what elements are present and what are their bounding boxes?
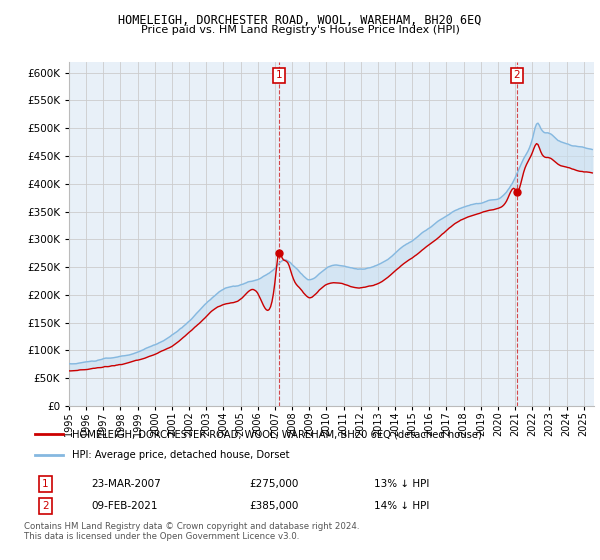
Text: Price paid vs. HM Land Registry's House Price Index (HPI): Price paid vs. HM Land Registry's House …	[140, 25, 460, 35]
Text: 09-FEB-2021: 09-FEB-2021	[92, 501, 158, 511]
Text: HPI: Average price, detached house, Dorset: HPI: Average price, detached house, Dors…	[72, 450, 289, 460]
Text: 14% ↓ HPI: 14% ↓ HPI	[374, 501, 429, 511]
Text: 2: 2	[514, 70, 520, 80]
Text: 1: 1	[42, 479, 49, 489]
Text: 13% ↓ HPI: 13% ↓ HPI	[374, 479, 429, 489]
Text: 23-MAR-2007: 23-MAR-2007	[92, 479, 161, 489]
Text: Contains HM Land Registry data © Crown copyright and database right 2024.
This d: Contains HM Land Registry data © Crown c…	[24, 522, 359, 542]
Text: £385,000: £385,000	[250, 501, 299, 511]
Text: 1: 1	[275, 70, 282, 80]
Text: £275,000: £275,000	[250, 479, 299, 489]
Text: 2: 2	[42, 501, 49, 511]
Text: HOMELEIGH, DORCHESTER ROAD, WOOL, WAREHAM, BH20 6EQ (detached house): HOMELEIGH, DORCHESTER ROAD, WOOL, WAREHA…	[72, 429, 482, 439]
Text: HOMELEIGH, DORCHESTER ROAD, WOOL, WAREHAM, BH20 6EQ: HOMELEIGH, DORCHESTER ROAD, WOOL, WAREHA…	[118, 14, 482, 27]
